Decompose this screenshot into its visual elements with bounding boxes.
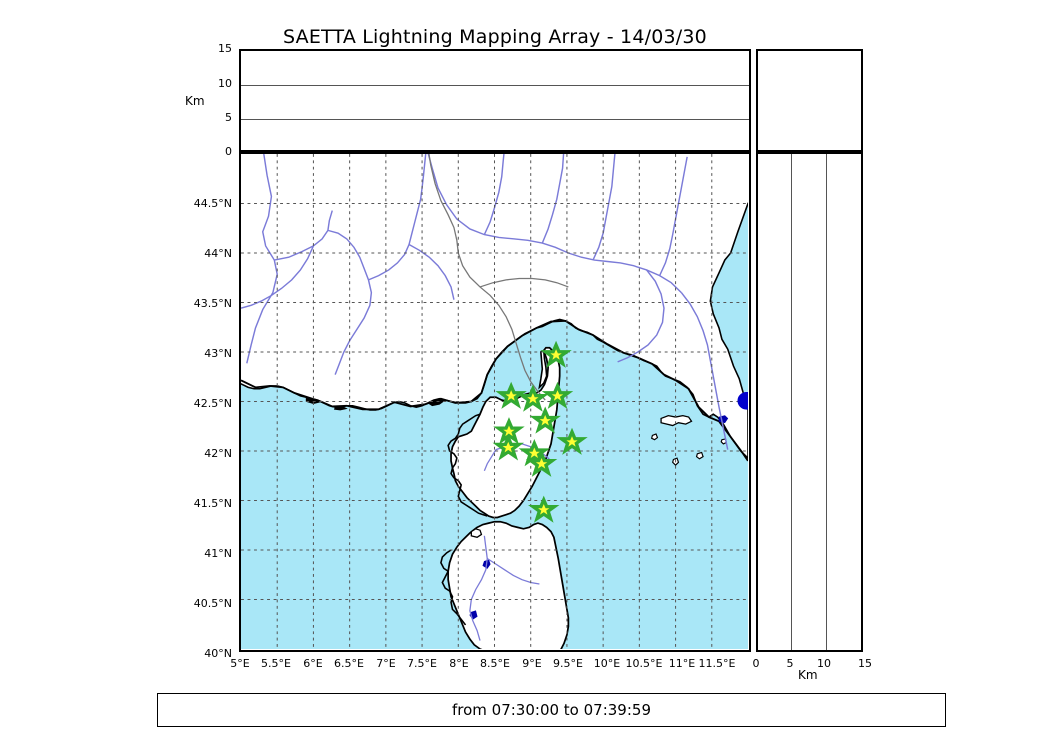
river-tirso: [469, 535, 488, 641]
coast-detail-3: [333, 406, 348, 411]
map-ytick-44: 44°N: [204, 247, 232, 260]
river-arno: [617, 269, 665, 363]
time-range-text: from 07:30:00 to 07:39:59: [451, 701, 651, 719]
map-ytick-41: 41°N: [204, 547, 232, 560]
station-marker: [525, 449, 558, 477]
gridline-y-5: [241, 119, 749, 120]
station-marker: [556, 427, 588, 455]
border-swiss: [479, 277, 569, 288]
map-ytick-42: 42°N: [204, 447, 232, 460]
station-marker: [518, 439, 551, 467]
corsica-cap-corse: [538, 349, 548, 390]
river-durance: [274, 210, 333, 261]
gridline-x-5: [791, 154, 792, 650]
station-markers: [492, 340, 588, 523]
sardinia-coast-detail: [440, 549, 467, 626]
map-xtick-11: 11°E: [668, 657, 696, 670]
map-xtick-7: 7°E: [376, 657, 396, 670]
altitude-histogram-panel: [756, 49, 863, 152]
coast-detail-2: [305, 397, 321, 404]
borders-group: [428, 154, 569, 401]
map-graphic: [241, 154, 748, 649]
rivers-group: [241, 154, 729, 450]
map-ytick-40.5: 40.5°N: [193, 597, 232, 610]
station-marker: [528, 495, 560, 523]
river-tiber: [680, 292, 729, 450]
station-marker: [492, 433, 524, 461]
map-xtick-9: 9°E: [522, 657, 542, 670]
map-ytick-44.5: 44.5°N: [193, 197, 232, 210]
top-panel-ylabel: Km: [185, 94, 205, 108]
map-ytick-43: 43°N: [204, 347, 232, 360]
station-marker: [495, 381, 527, 409]
river-misc-2: [408, 243, 455, 300]
river-rhone: [246, 154, 278, 364]
river-misc-1: [241, 245, 315, 309]
map-xtick-10.5: 10.5°E: [625, 657, 663, 670]
corsica-west-coast-detail: [447, 413, 488, 517]
top-panel-ytick-5: 5: [225, 111, 232, 124]
map-xtick-11.5: 11.5°E: [698, 657, 736, 670]
map-xtick-5.5: 5.5°E: [261, 657, 291, 670]
coast-detail-1: [427, 398, 447, 407]
map-ytick-42.5: 42.5°N: [193, 397, 232, 410]
altitude-vs-longitude-panel: [239, 49, 751, 152]
map-xtick-9.5: 9.5°E: [553, 657, 583, 670]
right-panel-xtick-0: 0: [752, 657, 760, 670]
pianosa-island: [695, 451, 704, 460]
map-ytick-41.5: 41.5°N: [193, 497, 232, 510]
river-saone: [327, 229, 373, 375]
river-adda: [541, 154, 565, 244]
map-ytick-40: 40°N: [204, 647, 232, 660]
top-panel-ytick-10: 10: [218, 77, 232, 90]
map-xtick-8.5: 8.5°E: [480, 657, 510, 670]
top-panel-ytick-0: 0: [225, 145, 232, 158]
elba-island: [660, 414, 693, 427]
riviera-coastline: [241, 319, 748, 462]
map-xtick-10: 10°E: [593, 657, 621, 670]
river-po: [427, 154, 569, 254]
source-marker: [737, 391, 748, 410]
right-panel-xtick-10: 10: [817, 657, 831, 670]
river-po-lower: [568, 252, 682, 294]
sardinia-landmass: [447, 520, 570, 649]
time-range-caption: from 07:30:00 to 07:39:59: [157, 693, 946, 727]
map-xtick-8: 8°E: [449, 657, 469, 670]
sardinia-north-islands: [470, 528, 483, 538]
top-panel-ytick-15: 15: [218, 42, 232, 55]
station-marker: [540, 340, 572, 368]
right-panel-xtick-5: 5: [786, 657, 794, 670]
map-ytick-43.5: 43.5°N: [193, 297, 232, 310]
river-var: [368, 154, 427, 281]
river-misc-3: [592, 154, 616, 261]
right-panel-xlabel: Km: [798, 668, 818, 682]
station-marker: [517, 384, 549, 412]
right-panel-xtick-15: 15: [858, 657, 872, 670]
map-xtick-5: 5°E: [230, 657, 250, 670]
map-xtick-6: 6°E: [303, 657, 323, 670]
page-title: SAETTA Lightning Mapping Array - 14/03/3…: [283, 26, 707, 48]
station-marker: [529, 406, 561, 434]
capraia-island: [650, 433, 659, 441]
map-xtick-7.5: 7.5°E: [407, 657, 437, 670]
latitude-vs-altitude-panel: [756, 152, 863, 652]
gridline-x-10: [826, 154, 827, 650]
gridline-y-10: [241, 85, 749, 86]
river-tavignano: [483, 449, 497, 472]
river-ticino: [483, 154, 505, 235]
map-xtick-6.5: 6.5°E: [334, 657, 364, 670]
station-marker: [541, 381, 574, 409]
lightning-map-panel[interactable]: [239, 152, 751, 652]
border-france-italy: [428, 154, 546, 401]
